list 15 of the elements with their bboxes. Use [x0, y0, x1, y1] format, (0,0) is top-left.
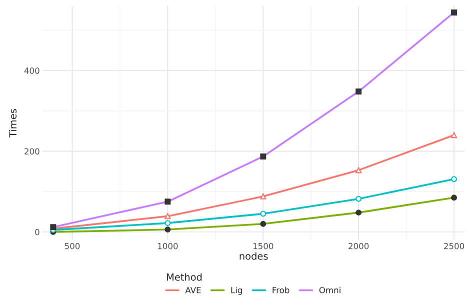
legend-title: Method — [166, 273, 202, 281]
x-tick-label: 500 — [64, 242, 80, 250]
x-tick-label: 2500 — [444, 242, 464, 250]
y-tick-label: 0 — [35, 228, 40, 236]
legend-label: Omni — [319, 286, 340, 294]
x-tick-label: 1500 — [253, 242, 274, 250]
y-axis-title: Times — [9, 109, 17, 138]
legend-label: AVE — [185, 287, 201, 294]
y-tick-label: 200 — [24, 148, 40, 155]
y-tick-label: 400 — [24, 68, 40, 74]
x-tick-label: 2000 — [348, 242, 369, 250]
legend-label: Frob — [272, 286, 290, 294]
x-axis-title: nodes — [240, 252, 268, 260]
x-tick-label: 1000 — [158, 242, 178, 250]
legend-label: Lig — [231, 286, 242, 295]
